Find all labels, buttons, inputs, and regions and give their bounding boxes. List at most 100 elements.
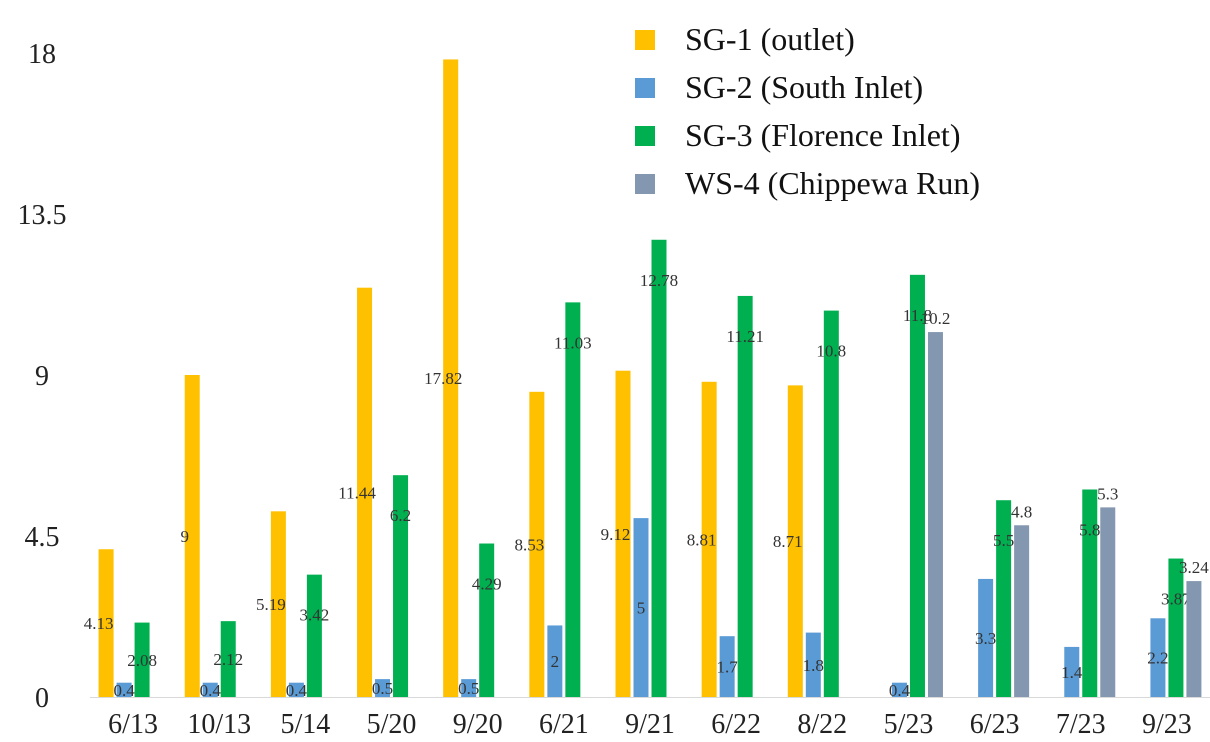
data-label: 2.08 [127,651,157,670]
data-label: 9.12 [601,525,631,544]
x-tick-label: 6/13 [108,709,158,740]
data-label: 4.29 [472,575,502,594]
x-tick-label: 9/23 [1142,709,1192,740]
bar [375,679,391,697]
bar [701,381,717,697]
bar [823,310,839,697]
bar [547,625,563,697]
data-label: 5 [637,599,646,618]
legend-label: SG-3 (Florence Inlet) [685,117,960,153]
data-label: 0.5 [372,679,393,698]
bar [909,274,925,697]
bar [461,679,477,697]
bar [220,621,236,697]
x-tick-label: 9/21 [625,709,675,740]
data-label: 2.2 [1147,649,1168,668]
x-tick-label: 9/20 [453,709,503,740]
data-label: 10.2 [921,309,951,328]
x-tick-label: 8/22 [797,709,847,740]
data-label: 17.82 [424,369,462,388]
bar [615,370,631,697]
bar [1186,581,1202,697]
y-tick-label: 18 [28,39,56,70]
data-label: 1.8 [803,656,824,675]
data-label: 5.8 [1079,520,1100,539]
bar [270,511,286,697]
legend-swatch [635,174,655,194]
bar [306,574,322,697]
data-label: 2.12 [213,650,243,669]
bar [927,332,943,697]
legend-swatch [635,78,655,98]
x-tick-label: 7/23 [1056,709,1106,740]
bar [805,632,821,697]
data-label: 4.13 [84,614,114,633]
bar [202,682,218,697]
data-label: 0.4 [113,681,135,700]
data-label: 11.21 [726,327,764,346]
data-label: 2 [551,652,560,671]
y-tick-label: 0 [35,683,49,714]
bar [565,302,581,697]
bar [479,543,495,697]
y-tick-label: 9 [35,361,49,392]
bar [1064,646,1080,697]
bar [787,385,803,697]
bar [1014,525,1030,697]
x-tick-label: 5/20 [367,709,417,740]
legend-swatch [635,30,655,50]
bar [1100,507,1116,697]
bar [1150,618,1166,697]
x-tick-label: 5/23 [884,709,934,740]
data-label: 3.24 [1179,558,1209,577]
data-label: 8.71 [773,532,803,551]
data-label: 11.44 [338,483,376,502]
bar [737,295,753,697]
data-label: 0.5 [458,679,479,698]
x-tick-label: 6/22 [711,709,761,740]
data-label: 11.8 [903,306,932,325]
data-label: 5.5 [993,531,1014,550]
data-label: 3.3 [975,629,996,648]
data-label: 9 [180,527,189,546]
legend-label: SG-2 (South Inlet) [685,69,923,105]
data-label: 3.42 [300,606,330,625]
data-label: 10.8 [816,342,846,361]
x-tick-label: 6/21 [539,709,589,740]
y-tick-label: 4.5 [25,522,60,553]
data-label: 0.4 [286,681,308,700]
data-label: 0.4 [200,681,222,700]
y-tick-label: 13.5 [18,200,67,231]
bar [98,549,114,697]
data-label: 6.2 [390,506,411,525]
bar [978,578,994,697]
data-label: 8.81 [687,530,717,549]
bar [443,59,459,697]
data-label: 5.19 [256,595,286,614]
bar [529,391,545,697]
data-label: 0.4 [889,681,911,700]
bar [719,636,735,697]
bar [891,682,907,697]
legend-label: SG-1 (outlet) [685,21,855,57]
data-label: 5.3 [1097,484,1118,503]
bar [1168,558,1184,697]
bar [393,475,409,697]
bar [633,518,649,697]
data-label: 8.53 [514,535,544,554]
data-label: 3.87 [1161,590,1191,609]
bar [1082,489,1098,697]
x-tick-label: 6/23 [970,709,1020,740]
data-label: 11.03 [554,333,592,352]
data-label: 12.78 [640,271,678,290]
bar [116,682,132,697]
bar [134,622,150,697]
bar [357,287,373,697]
bar [651,239,667,697]
data-label: 4.8 [1011,502,1032,521]
bar [184,375,200,697]
bar [288,682,304,697]
data-label: 1.4 [1061,663,1083,682]
